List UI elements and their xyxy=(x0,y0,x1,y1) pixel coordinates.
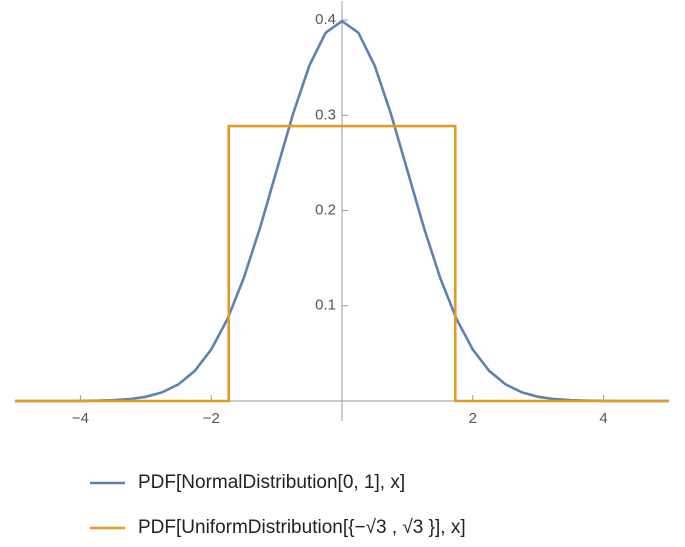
legend-label: PDF[NormalDistribution[0, 1], x] xyxy=(138,472,405,493)
x-tick-label: −4 xyxy=(72,410,89,427)
y-tick-label: 0.2 xyxy=(315,201,336,218)
x-tick-label: −2 xyxy=(203,410,220,427)
y-tick-label: 0.3 xyxy=(315,106,336,123)
y-tick-label: 0.1 xyxy=(315,297,336,314)
y-tick-label: 0.4 xyxy=(315,11,336,28)
series-line xyxy=(15,124,669,403)
x-tick-label: 2 xyxy=(469,410,477,427)
legend-label: PDF[UniformDistribution[{−√3 , √3 }], x] xyxy=(138,517,466,538)
x-tick-label: 4 xyxy=(599,410,607,427)
series-line xyxy=(15,19,669,403)
